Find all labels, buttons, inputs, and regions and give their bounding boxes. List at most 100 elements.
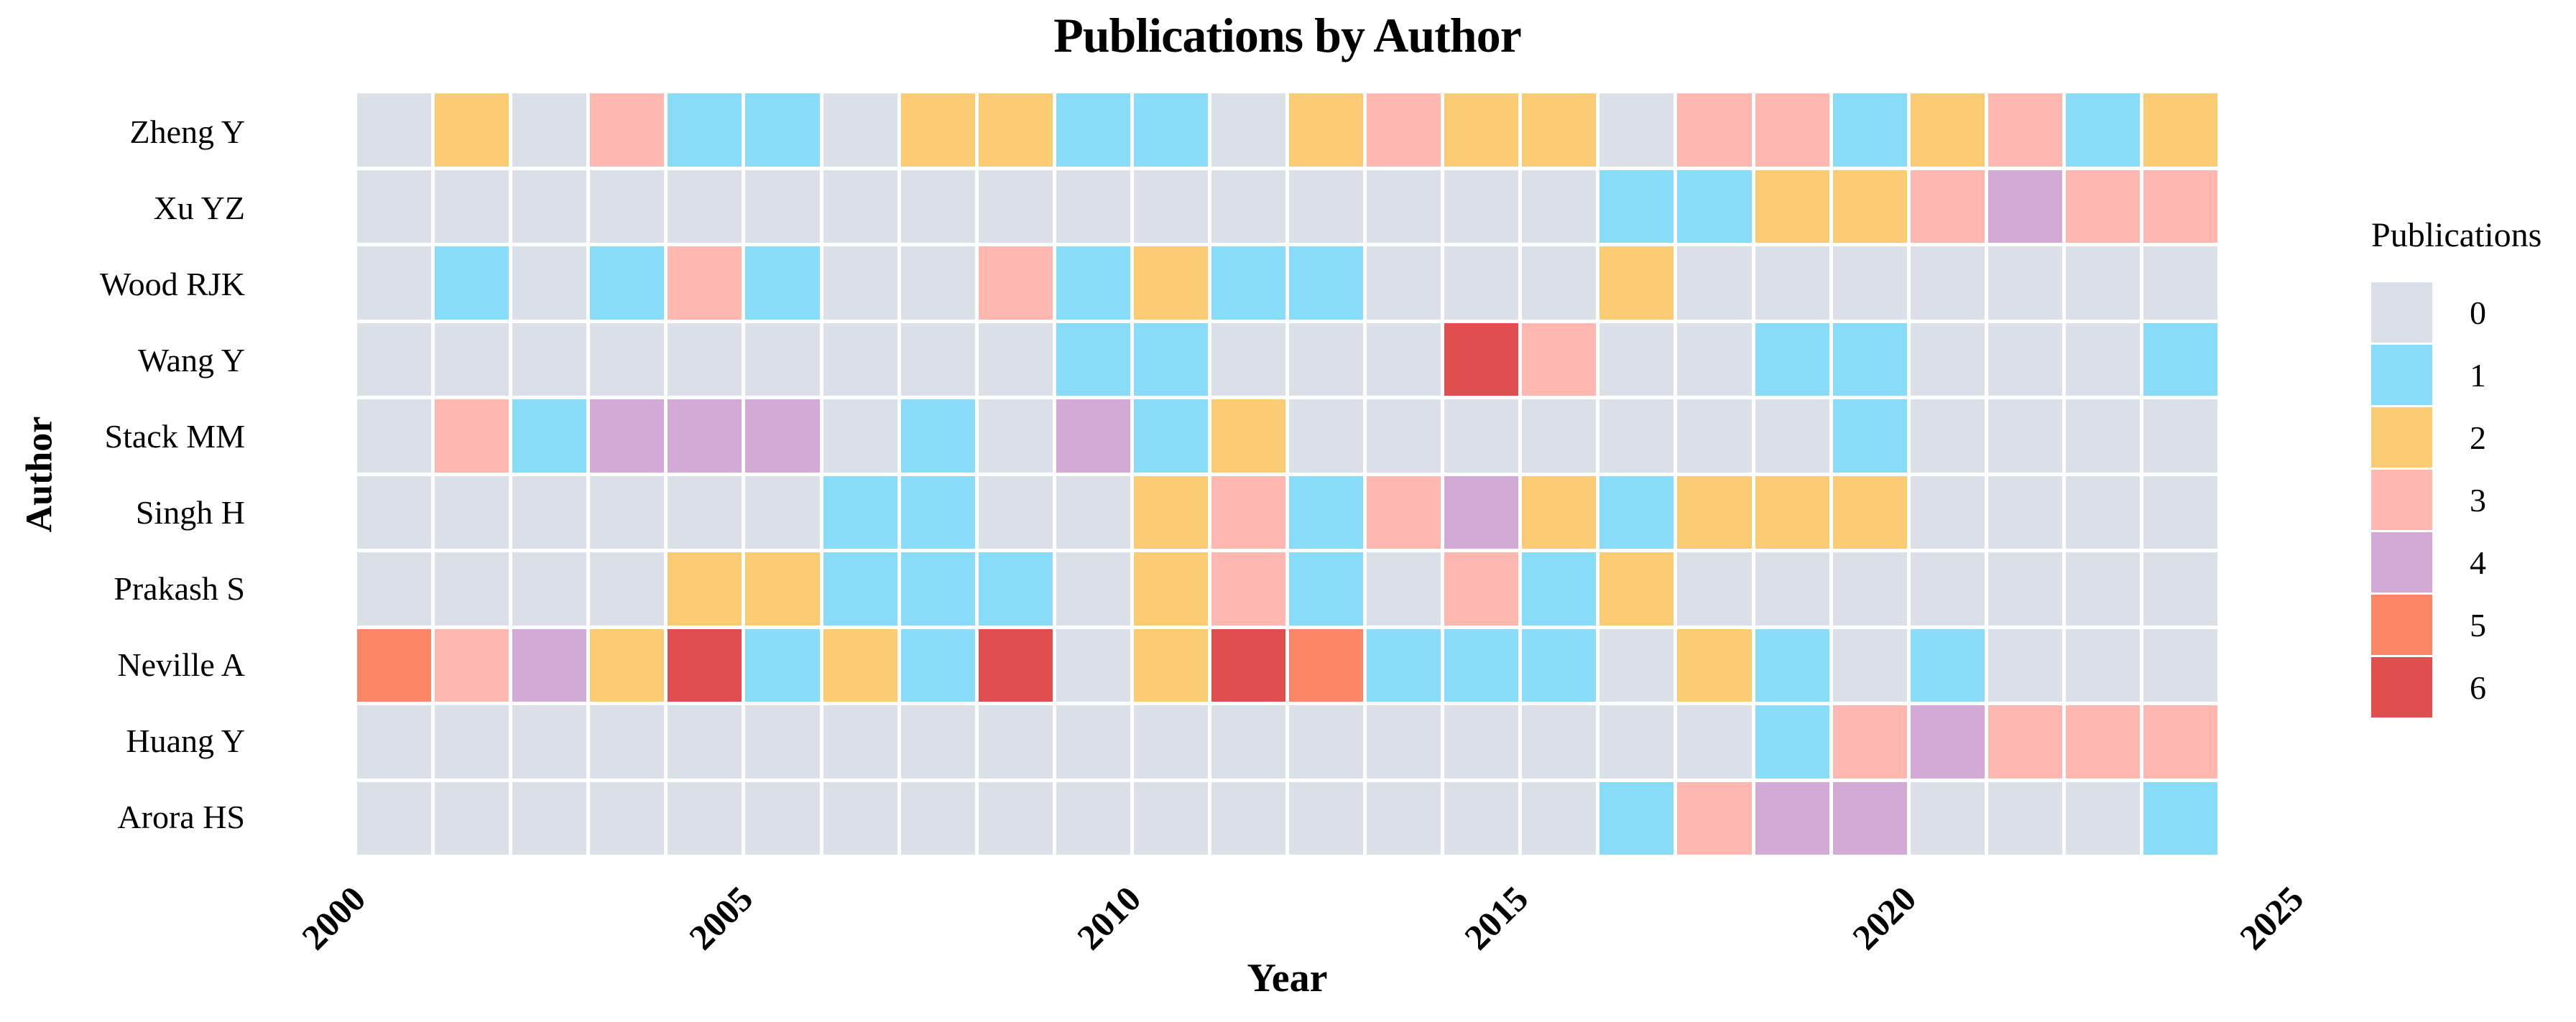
heatmap-cell bbox=[357, 169, 432, 243]
heatmap-cell bbox=[2065, 705, 2140, 779]
heatmap-cell bbox=[900, 322, 975, 396]
heatmap-cell bbox=[1211, 552, 1285, 626]
heatmap-cell bbox=[1522, 628, 1597, 702]
heatmap-cell bbox=[1988, 246, 2062, 320]
heatmap-cell bbox=[1832, 628, 1907, 702]
heatmap-cell bbox=[668, 93, 742, 167]
chart-title: Publications by Author bbox=[1053, 8, 1522, 62]
heatmap-cell bbox=[1677, 781, 1752, 855]
y-axis-label: Huang Y bbox=[126, 722, 245, 759]
heatmap-cell bbox=[823, 246, 897, 320]
heatmap-cell bbox=[2143, 552, 2217, 626]
heatmap-cell bbox=[1599, 628, 1674, 702]
legend-label: 3 bbox=[2470, 481, 2486, 519]
heatmap-cell bbox=[1755, 781, 1829, 855]
heatmap-cell bbox=[900, 93, 975, 167]
heatmap-cell bbox=[1677, 399, 1752, 473]
heatmap-cell bbox=[435, 552, 509, 626]
heatmap-cell bbox=[1755, 169, 1829, 243]
heatmap-cell bbox=[1522, 322, 1597, 396]
heatmap-cell bbox=[1910, 93, 1985, 167]
heatmap-cell bbox=[1755, 246, 1829, 320]
legend-swatch bbox=[2371, 595, 2432, 655]
heatmap-cell bbox=[1832, 399, 1907, 473]
heatmap-cell bbox=[1522, 169, 1597, 243]
heatmap-cell bbox=[2065, 322, 2140, 396]
heatmap-cell bbox=[1367, 246, 1441, 320]
heatmap-cell bbox=[1988, 475, 2062, 549]
heatmap-cell bbox=[1988, 169, 2062, 243]
heatmap-cell bbox=[668, 475, 742, 549]
heatmap-cell bbox=[590, 169, 665, 243]
heatmap-cell bbox=[590, 399, 665, 473]
heatmap-cell bbox=[2065, 475, 2140, 549]
heatmap-cell bbox=[590, 246, 665, 320]
heatmap-cell bbox=[357, 628, 432, 702]
legend-entry: 4 bbox=[2371, 532, 2576, 593]
heatmap-cell bbox=[1133, 399, 1208, 473]
heatmap-cell bbox=[1289, 93, 1364, 167]
heatmap-cell bbox=[978, 399, 1053, 473]
y-axis-label: Arora HS bbox=[117, 798, 245, 835]
heatmap-cell bbox=[1522, 475, 1597, 549]
heatmap-cell bbox=[1677, 93, 1752, 167]
legend-entry: 3 bbox=[2371, 470, 2576, 530]
heatmap-cell bbox=[1599, 399, 1674, 473]
heatmap-cell bbox=[435, 628, 509, 702]
heatmap-cell bbox=[435, 781, 509, 855]
heatmap-cell bbox=[512, 399, 587, 473]
heatmap-cell bbox=[823, 475, 897, 549]
heatmap-cell bbox=[745, 322, 820, 396]
heatmap-cell bbox=[1522, 781, 1597, 855]
heatmap-cell bbox=[1522, 705, 1597, 779]
heatmap-cell bbox=[1988, 93, 2062, 167]
heatmap-cell bbox=[512, 93, 587, 167]
heatmap-cell bbox=[1522, 246, 1597, 320]
legend-entry: 6 bbox=[2371, 657, 2576, 717]
heatmap-cell bbox=[1755, 93, 1829, 167]
heatmap-cell bbox=[1133, 322, 1208, 396]
heatmap-cell bbox=[1910, 322, 1985, 396]
heatmap-cell bbox=[1910, 628, 1985, 702]
heatmap-cell bbox=[2065, 169, 2140, 243]
heatmap-cell bbox=[668, 705, 742, 779]
heatmap-cell bbox=[1056, 705, 1130, 779]
heatmap-cell bbox=[357, 246, 432, 320]
heatmap-cell bbox=[1599, 246, 1674, 320]
heatmap-cell bbox=[668, 781, 742, 855]
heatmap-cell bbox=[512, 169, 587, 243]
heatmap-cell bbox=[2143, 781, 2217, 855]
heatmap-cell bbox=[978, 93, 1053, 167]
heatmap-cell bbox=[1289, 705, 1364, 779]
heatmap-cell bbox=[1367, 169, 1441, 243]
heatmap-cell bbox=[1677, 246, 1752, 320]
heatmap-cell bbox=[745, 399, 820, 473]
heatmap-cell bbox=[1988, 628, 2062, 702]
heatmap-cell bbox=[590, 322, 665, 396]
y-axis-label: Zheng Y bbox=[129, 113, 245, 150]
heatmap-cell bbox=[1133, 246, 1208, 320]
heatmap-cell bbox=[2143, 93, 2217, 167]
heatmap-cell bbox=[512, 322, 587, 396]
heatmap-cell bbox=[2143, 169, 2217, 243]
x-axis-title: Year bbox=[1247, 956, 1328, 1000]
heatmap-cell bbox=[1133, 169, 1208, 243]
heatmap-cell bbox=[1367, 552, 1441, 626]
heatmap-cell bbox=[1832, 169, 1907, 243]
heatmap-cell bbox=[1522, 399, 1597, 473]
heatmap-cell bbox=[1289, 781, 1364, 855]
heatmap-cell bbox=[978, 705, 1053, 779]
heatmap-cell bbox=[1988, 705, 2062, 779]
heatmap-cell bbox=[900, 475, 975, 549]
legend-entry: 5 bbox=[2371, 595, 2576, 655]
heatmap-cell bbox=[2143, 399, 2217, 473]
heatmap-cell bbox=[900, 169, 975, 243]
heatmap-cell bbox=[357, 93, 432, 167]
heatmap-cell bbox=[590, 781, 665, 855]
heatmap-cell bbox=[1056, 322, 1130, 396]
heatmap-cell bbox=[2065, 552, 2140, 626]
heatmap-cell bbox=[512, 628, 587, 702]
heatmap-cell bbox=[435, 246, 509, 320]
heatmap-cell bbox=[435, 169, 509, 243]
